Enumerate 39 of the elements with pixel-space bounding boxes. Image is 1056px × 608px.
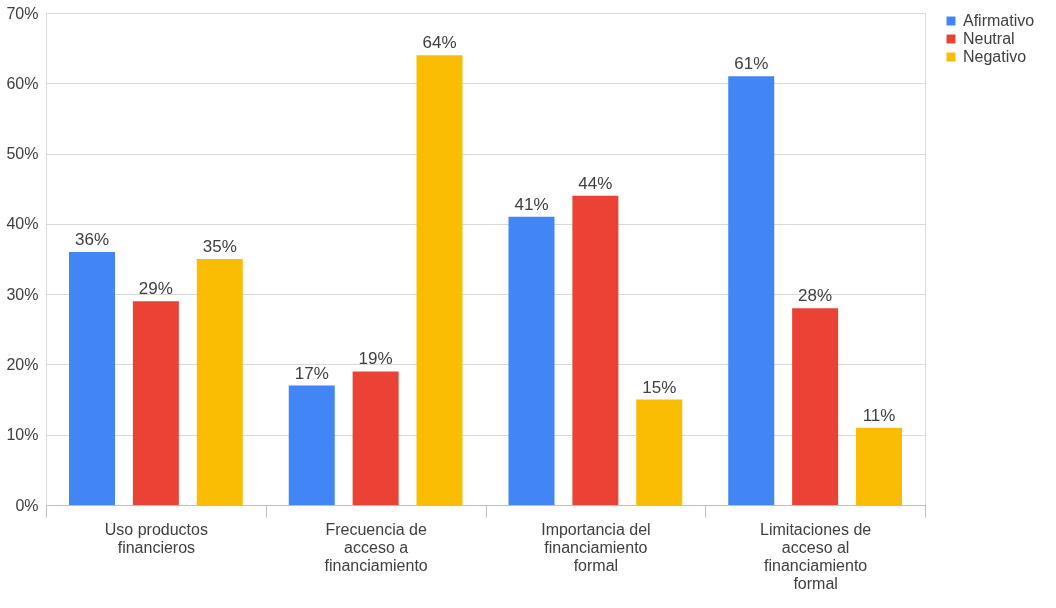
legend-label: Negativo bbox=[963, 48, 1027, 65]
data-label: 64% bbox=[422, 33, 457, 53]
data-label: 35% bbox=[202, 237, 237, 256]
x-tick-label: Uso productos financieros bbox=[104, 520, 208, 556]
y-tick-label: 0% bbox=[15, 496, 39, 514]
y-tick-label: 50% bbox=[6, 145, 39, 163]
y-tick-label: 30% bbox=[6, 285, 39, 303]
bar bbox=[416, 55, 463, 505]
x-tick-label: Frecuencia de acceso a financiamiento bbox=[324, 520, 428, 574]
bar bbox=[196, 259, 243, 505]
x-tick-label: Importancia del financiamiento formal bbox=[541, 520, 651, 574]
data-label: 28% bbox=[798, 286, 833, 306]
legend-label: Afirmativo bbox=[963, 12, 1035, 29]
y-tick-label: 60% bbox=[6, 74, 39, 92]
data-label: 29% bbox=[138, 279, 173, 299]
data-label: 15% bbox=[642, 377, 677, 397]
y-tick-label: 20% bbox=[6, 355, 39, 373]
bar bbox=[856, 427, 903, 505]
x-tick-label: Limitaciones de acceso al financiamiento formal bbox=[760, 520, 872, 592]
bar bbox=[728, 76, 775, 505]
data-label: 19% bbox=[358, 349, 393, 369]
data-label: 11% bbox=[862, 405, 896, 425]
bar bbox=[792, 308, 839, 505]
data-label: 44% bbox=[578, 173, 613, 193]
bar bbox=[508, 216, 555, 505]
data-label: 17% bbox=[294, 363, 329, 383]
bar bbox=[68, 251, 115, 505]
y-tick-label: 10% bbox=[6, 426, 39, 444]
bar bbox=[352, 371, 399, 505]
data-label: 61% bbox=[734, 54, 769, 74]
bar bbox=[288, 385, 335, 505]
bar bbox=[132, 301, 179, 505]
bar bbox=[572, 195, 619, 505]
data-label: 36% bbox=[74, 229, 110, 249]
y-tick-label: 70% bbox=[6, 4, 39, 22]
legend-label: Neutral bbox=[963, 30, 1015, 47]
bar bbox=[636, 399, 683, 505]
y-tick-label: 40% bbox=[6, 215, 39, 233]
data-label: 41% bbox=[514, 194, 549, 214]
